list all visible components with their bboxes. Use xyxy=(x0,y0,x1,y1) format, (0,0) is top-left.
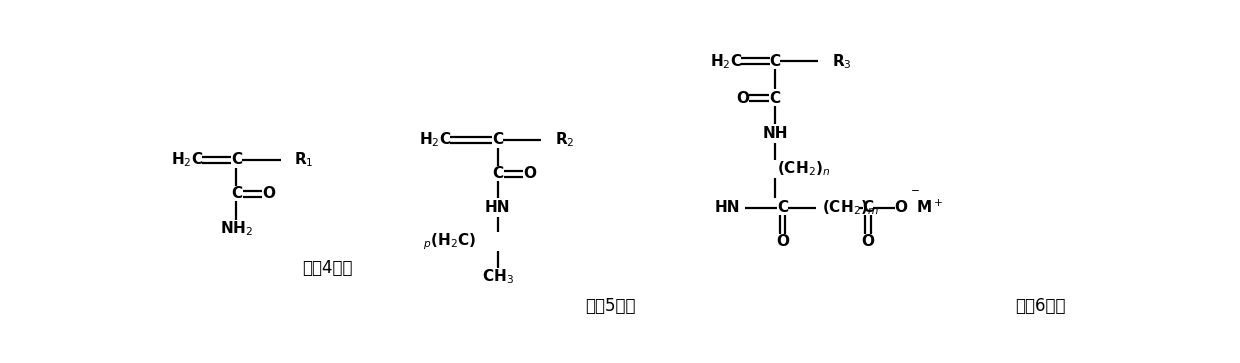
Text: 式（5），: 式（5）， xyxy=(585,297,636,315)
Text: C: C xyxy=(777,200,789,215)
Text: H$_2$C: H$_2$C xyxy=(419,130,451,149)
Text: C: C xyxy=(492,166,503,181)
Text: HN: HN xyxy=(714,200,740,215)
Text: HN: HN xyxy=(485,200,511,215)
Text: (CH$_2$)$_m$: (CH$_2$)$_m$ xyxy=(822,198,879,217)
Text: O: O xyxy=(894,200,906,215)
Text: NH$_2$: NH$_2$ xyxy=(219,220,253,238)
Text: M$^+$: M$^+$ xyxy=(916,199,944,216)
Text: R$_3$: R$_3$ xyxy=(832,52,852,71)
Text: (CH$_2$)$_n$: (CH$_2$)$_n$ xyxy=(777,160,831,179)
Text: O: O xyxy=(776,234,789,249)
Text: CH$_3$: CH$_3$ xyxy=(481,268,513,286)
Text: $_p$(H$_2$C): $_p$(H$_2$C) xyxy=(423,231,476,252)
Text: C: C xyxy=(863,200,873,215)
Text: R$_1$: R$_1$ xyxy=(295,151,314,169)
Text: R$_2$: R$_2$ xyxy=(556,130,574,149)
Text: O: O xyxy=(523,166,537,181)
Text: C: C xyxy=(770,91,780,106)
Text: NH: NH xyxy=(763,126,787,141)
Text: O: O xyxy=(737,91,749,106)
Text: O: O xyxy=(263,186,275,201)
Text: C: C xyxy=(770,54,780,69)
Text: H$_2$C: H$_2$C xyxy=(711,52,743,71)
Text: 式（4），: 式（4）， xyxy=(303,258,352,277)
Text: C: C xyxy=(231,186,242,201)
Text: 式（6），: 式（6）， xyxy=(1016,297,1065,315)
Text: C: C xyxy=(492,132,503,147)
Text: H$_2$C: H$_2$C xyxy=(171,151,203,169)
Text: C: C xyxy=(231,152,242,167)
Text: $^-$: $^-$ xyxy=(908,187,920,202)
Text: O: O xyxy=(862,234,874,249)
